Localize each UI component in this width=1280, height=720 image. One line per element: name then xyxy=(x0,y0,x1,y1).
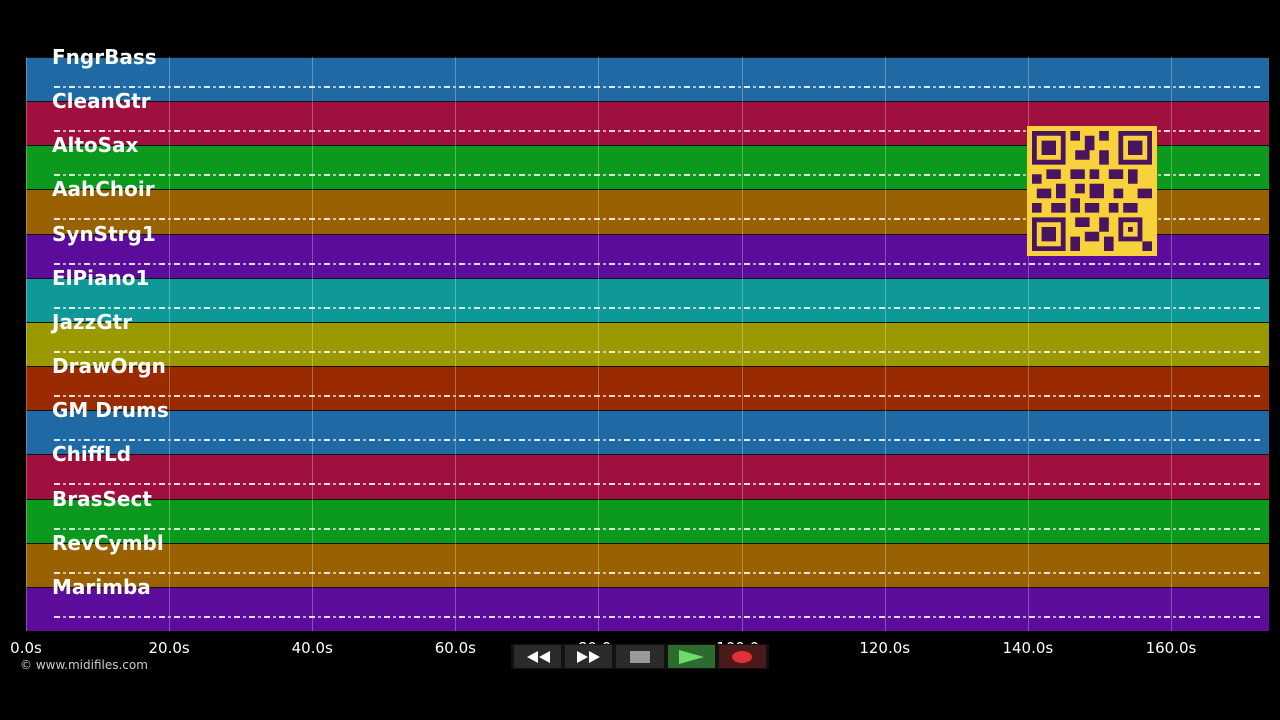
note-strip xyxy=(54,615,1261,618)
note-strip xyxy=(54,218,1261,221)
time-tick-label: 120.0s xyxy=(859,639,911,657)
note-strip xyxy=(54,130,1261,133)
grid-line xyxy=(455,57,457,631)
track-name: AltoSax xyxy=(52,133,139,158)
play-icon xyxy=(679,649,705,664)
track-lane xyxy=(26,410,1269,455)
grid-line xyxy=(169,57,171,631)
track-name: SynStrg1 xyxy=(52,221,156,246)
track-name: BrasSect xyxy=(52,486,152,511)
time-tick-label: 0.0s xyxy=(10,639,42,657)
transport-controls xyxy=(511,644,769,669)
time-tick-label: 40.0s xyxy=(291,639,333,657)
note-strip xyxy=(54,86,1261,88)
note-strip xyxy=(54,350,1261,353)
grid-line xyxy=(884,57,886,631)
play-button[interactable] xyxy=(667,645,715,668)
note-strip xyxy=(54,483,1261,486)
note-strip xyxy=(54,439,1261,442)
track-name: AahChoir xyxy=(52,177,155,202)
grid-line xyxy=(741,57,743,631)
track-lane xyxy=(26,498,1269,543)
track-name: DrawOrgn xyxy=(52,354,166,379)
rewind-icon xyxy=(526,650,550,663)
note-strip xyxy=(54,262,1261,265)
grid-line xyxy=(598,57,600,631)
time-tick-label: 60.0s xyxy=(434,639,476,657)
note-strip xyxy=(54,571,1261,574)
record-button[interactable] xyxy=(718,645,767,668)
note-strip xyxy=(54,306,1261,309)
track-lane xyxy=(26,542,1269,587)
track-name: GM Drums xyxy=(52,398,169,423)
track-lane xyxy=(26,57,1269,102)
track-lane xyxy=(26,321,1269,367)
stop-button[interactable] xyxy=(616,645,664,668)
track-lane xyxy=(26,277,1269,322)
grid-line xyxy=(26,57,27,631)
track-lane xyxy=(26,454,1269,499)
track-name: ChiffLd xyxy=(52,442,132,467)
grid-line xyxy=(312,57,314,631)
qr-code xyxy=(1027,126,1157,256)
track-name: Marimba xyxy=(52,574,151,599)
track-name: ElPiano1 xyxy=(52,265,150,290)
track-name: FngrBass xyxy=(52,45,157,69)
rewind-button[interactable] xyxy=(514,645,562,668)
track-lane xyxy=(26,586,1269,631)
grid-line xyxy=(1170,57,1172,631)
forward-button[interactable] xyxy=(565,645,613,668)
track-lane xyxy=(26,366,1269,411)
time-tick-label: 140.0s xyxy=(1002,639,1054,657)
qr-pattern xyxy=(1032,131,1152,251)
track-name: JazzGtr xyxy=(52,309,133,334)
note-strip xyxy=(54,395,1261,398)
time-tick-label: 20.0s xyxy=(148,639,190,657)
record-icon xyxy=(732,650,753,663)
track-name: RevCymbl xyxy=(52,530,164,555)
note-strip xyxy=(54,174,1261,177)
forward-icon xyxy=(576,650,600,663)
grid-line xyxy=(1027,57,1029,631)
copyright: © www.midifiles.com xyxy=(20,658,148,672)
track-name: CleanGtr xyxy=(52,89,151,114)
note-strip xyxy=(54,527,1261,530)
stop-icon xyxy=(630,650,650,663)
time-tick-label: 160.0s xyxy=(1145,639,1197,657)
